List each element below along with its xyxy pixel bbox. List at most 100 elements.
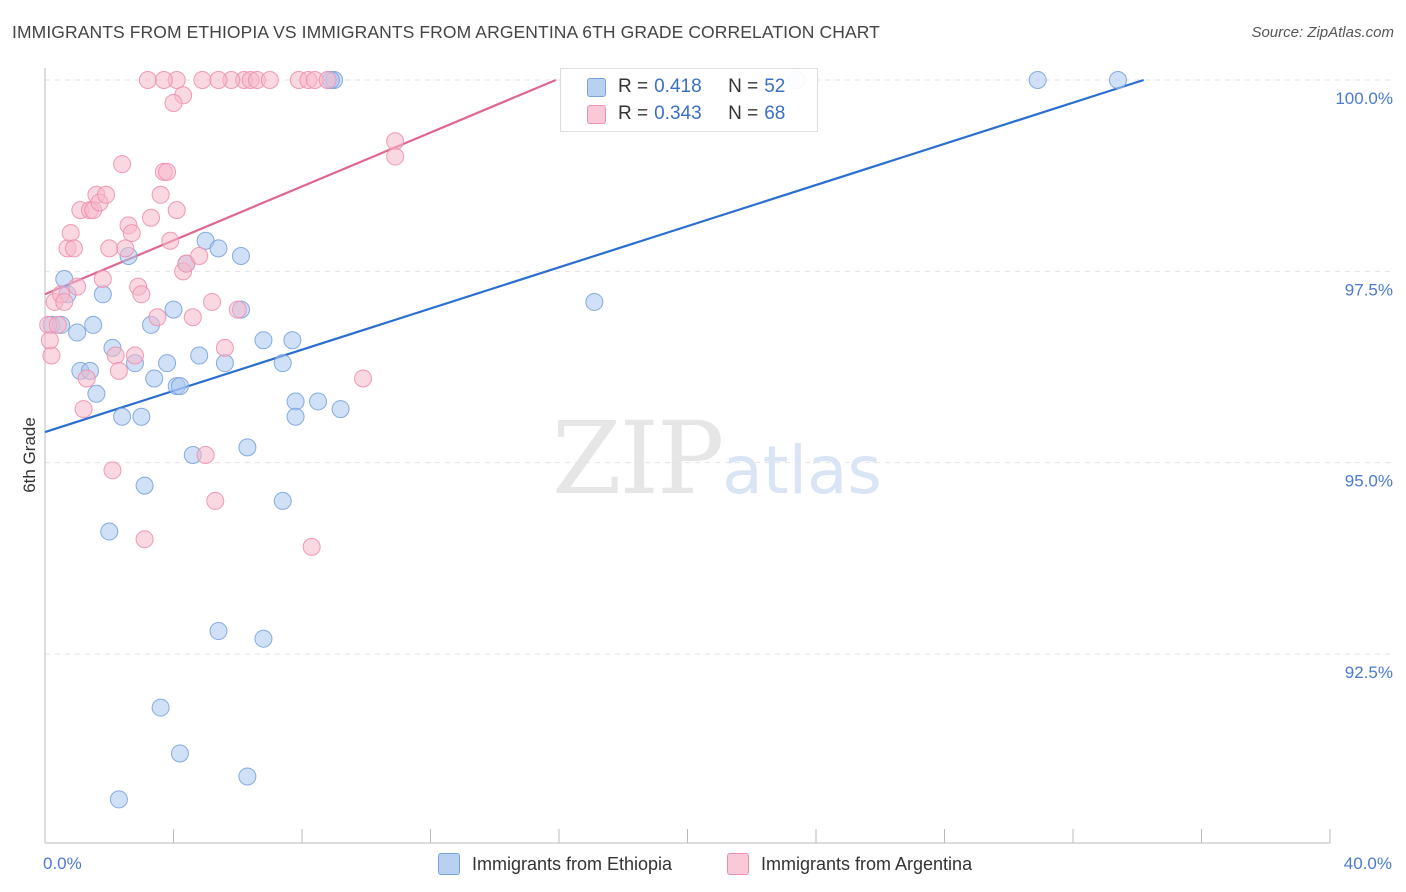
argentina-point [42, 346, 61, 365]
argentina-point [206, 491, 225, 510]
ethiopia-point [273, 491, 292, 510]
argentina-n-value: 68 [764, 103, 786, 124]
ethiopia-point [109, 790, 128, 809]
ethiopia-point [331, 400, 350, 419]
argentina-point [386, 147, 405, 166]
argentina-point [183, 308, 202, 327]
argentina-point [116, 239, 135, 258]
watermark-zip: ZIP [552, 400, 724, 517]
argentina-point [209, 71, 228, 89]
legend-row-argentina: R = 0.343 N = 68 [561, 100, 785, 128]
argentina-trend-line [44, 78, 557, 296]
ethiopia-point [215, 354, 234, 373]
ethiopia-point [254, 629, 273, 648]
argentina-point [228, 300, 247, 319]
ethiopia-point [209, 622, 228, 641]
ethiopia-r-value: 0.418 [654, 76, 702, 97]
ethiopia-point [170, 744, 189, 763]
ethiopia-legend-swatch [438, 853, 460, 875]
argentina-point [55, 292, 74, 311]
chart-title: IMMIGRANTS FROM ETHIOPIA VS IMMIGRANTS F… [12, 22, 880, 42]
argentina-point [68, 277, 87, 296]
x-tick-label: 0.0% [43, 854, 82, 873]
legend-row-ethiopia: R = 0.418 N = 52 [561, 73, 785, 101]
ethiopia-point [190, 346, 209, 365]
argentina-point [106, 346, 125, 365]
ethiopia-point [100, 522, 119, 541]
x-tick-label: 40.0% [1344, 854, 1392, 873]
argentina-r-value: 0.343 [654, 103, 702, 124]
watermark-atlas: atlas [722, 432, 882, 509]
tick-labels: 92.5% 95.0% 97.5% 100.0% 0.0% 40.0% [43, 89, 1393, 873]
argentina-swatch [587, 104, 606, 124]
argentina-point [142, 208, 161, 227]
argentina-point [48, 315, 67, 334]
argentina-point [190, 247, 209, 266]
argentina-point [154, 71, 173, 89]
argentina-n-label: N = [728, 103, 759, 124]
ethiopia-point [132, 407, 151, 426]
trend-lines [44, 78, 1145, 434]
argentina-point [77, 369, 96, 388]
argentina-point [167, 201, 186, 220]
argentina-point [203, 292, 222, 311]
ethiopia-n-value: 52 [764, 76, 786, 97]
argentina-point [318, 71, 337, 89]
axes [44, 68, 1331, 844]
argentina-point [386, 132, 405, 151]
y-tick-label: 95.0% [1345, 472, 1393, 491]
argentina-point [193, 71, 212, 89]
ethiopia-point [93, 285, 112, 304]
argentina-point [158, 162, 177, 181]
ethiopia-points [42, 71, 1127, 809]
ethiopia-point [151, 698, 170, 717]
ethiopia-point [231, 247, 250, 266]
ethiopia-point [1028, 71, 1047, 89]
argentina-point [164, 93, 183, 112]
ethiopia-point [113, 407, 132, 426]
ethiopia-point [286, 392, 305, 411]
argentina-point [138, 71, 157, 89]
argentina-points [39, 71, 405, 556]
argentina-legend-label: Immigrants from Argentina [761, 853, 973, 874]
ethiopia-r-label: R = [618, 76, 649, 97]
argentina-legend-swatch [727, 853, 749, 875]
y-tick-label: 100.0% [1335, 89, 1393, 108]
argentina-point [109, 361, 128, 380]
ethiopia-point [585, 292, 604, 311]
ethiopia-point [84, 315, 103, 334]
ethiopia-point [158, 354, 177, 373]
argentina-r-label: R = [618, 103, 649, 124]
ethiopia-point [1108, 71, 1127, 89]
ethiopia-point [238, 767, 257, 786]
ethiopia-point [135, 476, 154, 495]
argentina-point [64, 239, 83, 258]
argentina-point [260, 71, 279, 89]
argentina-point [196, 446, 215, 465]
y-axis-title: 6th Grade [20, 417, 39, 493]
argentina-point [103, 461, 122, 480]
ethiopia-swatch [587, 77, 606, 97]
ethiopia-trend-line [44, 78, 1145, 434]
y-tick-label: 97.5% [1345, 280, 1393, 299]
ethiopia-point [68, 323, 87, 342]
argentina-point [74, 400, 93, 419]
ethiopia-point [209, 239, 228, 258]
argentina-point [40, 331, 59, 350]
ethiopia-n-label: N = [728, 76, 759, 97]
argentina-point [354, 369, 373, 388]
argentina-point [113, 155, 132, 174]
argentina-point [100, 239, 119, 258]
argentina-point [93, 269, 112, 288]
argentina-point [215, 338, 234, 357]
argentina-point [148, 308, 167, 327]
argentina-point [151, 185, 170, 204]
ethiopia-point [286, 407, 305, 426]
argentina-point [122, 224, 141, 243]
ethiopia-point [145, 369, 164, 388]
source-label: Source: ZipAtlas.com [1251, 24, 1394, 41]
stats-legend: R = 0.418 N = 52 R = 0.343 N = 68 [560, 68, 818, 132]
argentina-point [161, 231, 180, 250]
ethiopia-point [170, 377, 189, 396]
